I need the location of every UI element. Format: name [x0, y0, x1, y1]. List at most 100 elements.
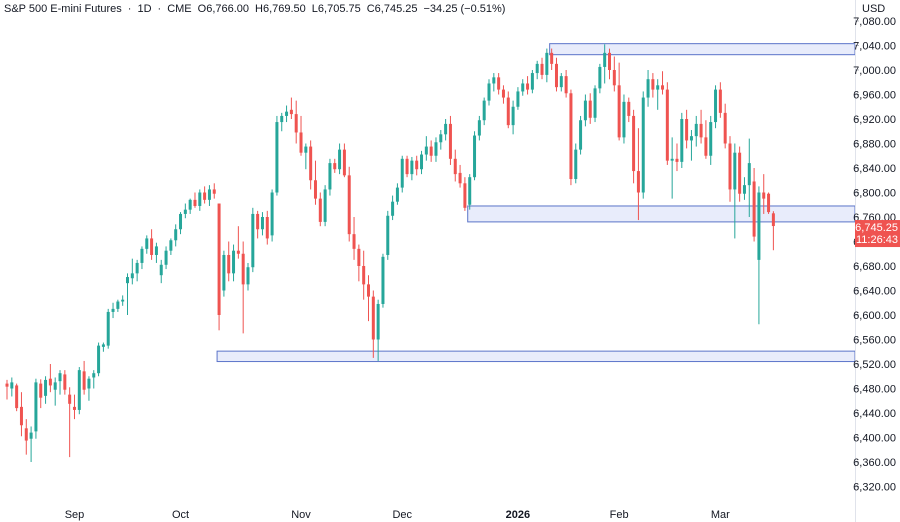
candle: [222, 250, 226, 297]
candle: [174, 224, 178, 247]
candle: [101, 342, 105, 352]
candle: [771, 211, 775, 251]
candle: [598, 63, 602, 94]
candle: [747, 138, 751, 217]
candle: [135, 259, 139, 282]
candle: [154, 242, 158, 263]
candle-body: [24, 428, 28, 441]
candle: [415, 155, 419, 176]
candle-body: [598, 66, 602, 89]
candle-body: [371, 296, 375, 340]
candle-body: [246, 267, 250, 285]
candle-body: [410, 160, 414, 175]
candle: [338, 143, 342, 175]
candle: [63, 370, 67, 395]
candle-body: [704, 137, 708, 156]
candle-body: [535, 63, 539, 74]
candle: [44, 376, 48, 404]
candle: [733, 143, 737, 239]
candle-body: [285, 111, 289, 116]
candle-body: [126, 277, 129, 284]
candle: [554, 57, 558, 92]
candle-body: [675, 158, 679, 162]
y-tick-label: 6,920.00: [853, 114, 896, 126]
candle-body: [169, 240, 173, 251]
candle: [458, 164, 462, 188]
candle: [468, 174, 472, 210]
candle: [367, 275, 370, 322]
candle-body: [612, 70, 616, 86]
candle-body: [386, 215, 390, 255]
candle: [670, 137, 674, 199]
candle-body: [270, 192, 274, 236]
candle-body: [58, 373, 62, 382]
candle: [386, 210, 390, 260]
candle: [473, 131, 477, 181]
candle-body: [304, 146, 308, 153]
candle-body: [140, 248, 144, 263]
candle-body: [34, 382, 38, 432]
change-value: −34.25 (−0.51%): [423, 3, 506, 15]
candle-body: [530, 73, 534, 90]
candle-body: [473, 135, 477, 178]
candle-body: [198, 192, 202, 206]
candle: [477, 115, 481, 141]
candle-body: [159, 264, 163, 276]
y-tick-label: 6,320.00: [853, 482, 896, 494]
candle-body: [723, 112, 727, 144]
candle-body: [381, 256, 385, 304]
candle: [574, 143, 578, 184]
candle-body: [752, 181, 756, 237]
candle: [207, 185, 211, 206]
candle-body: [309, 146, 313, 181]
high-value: H6,769.50: [255, 3, 306, 15]
candle-body: [487, 83, 491, 101]
candle: [381, 253, 385, 308]
candle-body: [203, 192, 207, 200]
candle-body: [323, 189, 327, 222]
candle: [48, 364, 52, 393]
candle-body: [492, 77, 496, 84]
candle-body: [685, 119, 689, 141]
y-tick-label: 6,440.00: [853, 408, 896, 420]
candle: [318, 192, 322, 227]
candle-body: [106, 311, 110, 346]
candle: [323, 185, 327, 227]
candle: [617, 62, 621, 141]
y-tick-label: 6,640.00: [853, 286, 896, 298]
interval-label[interactable]: 1D: [137, 3, 152, 15]
y-tick-label: 7,040.00: [853, 41, 896, 53]
candle: [429, 140, 433, 162]
candle-body: [154, 246, 158, 255]
candle: [58, 370, 62, 395]
candle: [448, 115, 452, 165]
candle-body: [275, 122, 279, 193]
candle: [130, 258, 134, 285]
x-tick-label: Oct: [172, 509, 189, 521]
currency-label[interactable]: USD: [862, 3, 886, 15]
candle: [179, 212, 183, 235]
candle-body: [540, 63, 544, 75]
candle-body: [318, 198, 322, 222]
candle-body: [179, 213, 183, 230]
candle: [439, 130, 443, 150]
candle: [391, 195, 395, 221]
candle-body: [150, 238, 154, 255]
candle: [246, 262, 250, 291]
candle-body: [482, 100, 486, 121]
symbol-name[interactable]: S&P 500 E-mini Futures: [4, 3, 122, 15]
candle: [694, 115, 698, 147]
candle: [550, 48, 554, 70]
x-tick-label: Sep: [65, 509, 85, 521]
candle: [328, 158, 332, 196]
candle-body: [188, 199, 192, 210]
candle: [395, 183, 399, 205]
candle: [299, 115, 303, 156]
candle: [545, 48, 549, 83]
y-tick-label: 7,000.00: [853, 65, 896, 77]
candle-body: [92, 373, 96, 378]
last-price-tag: 6,745.25 11:26:43: [855, 220, 900, 248]
candle: [564, 70, 568, 98]
candle: [212, 183, 216, 199]
